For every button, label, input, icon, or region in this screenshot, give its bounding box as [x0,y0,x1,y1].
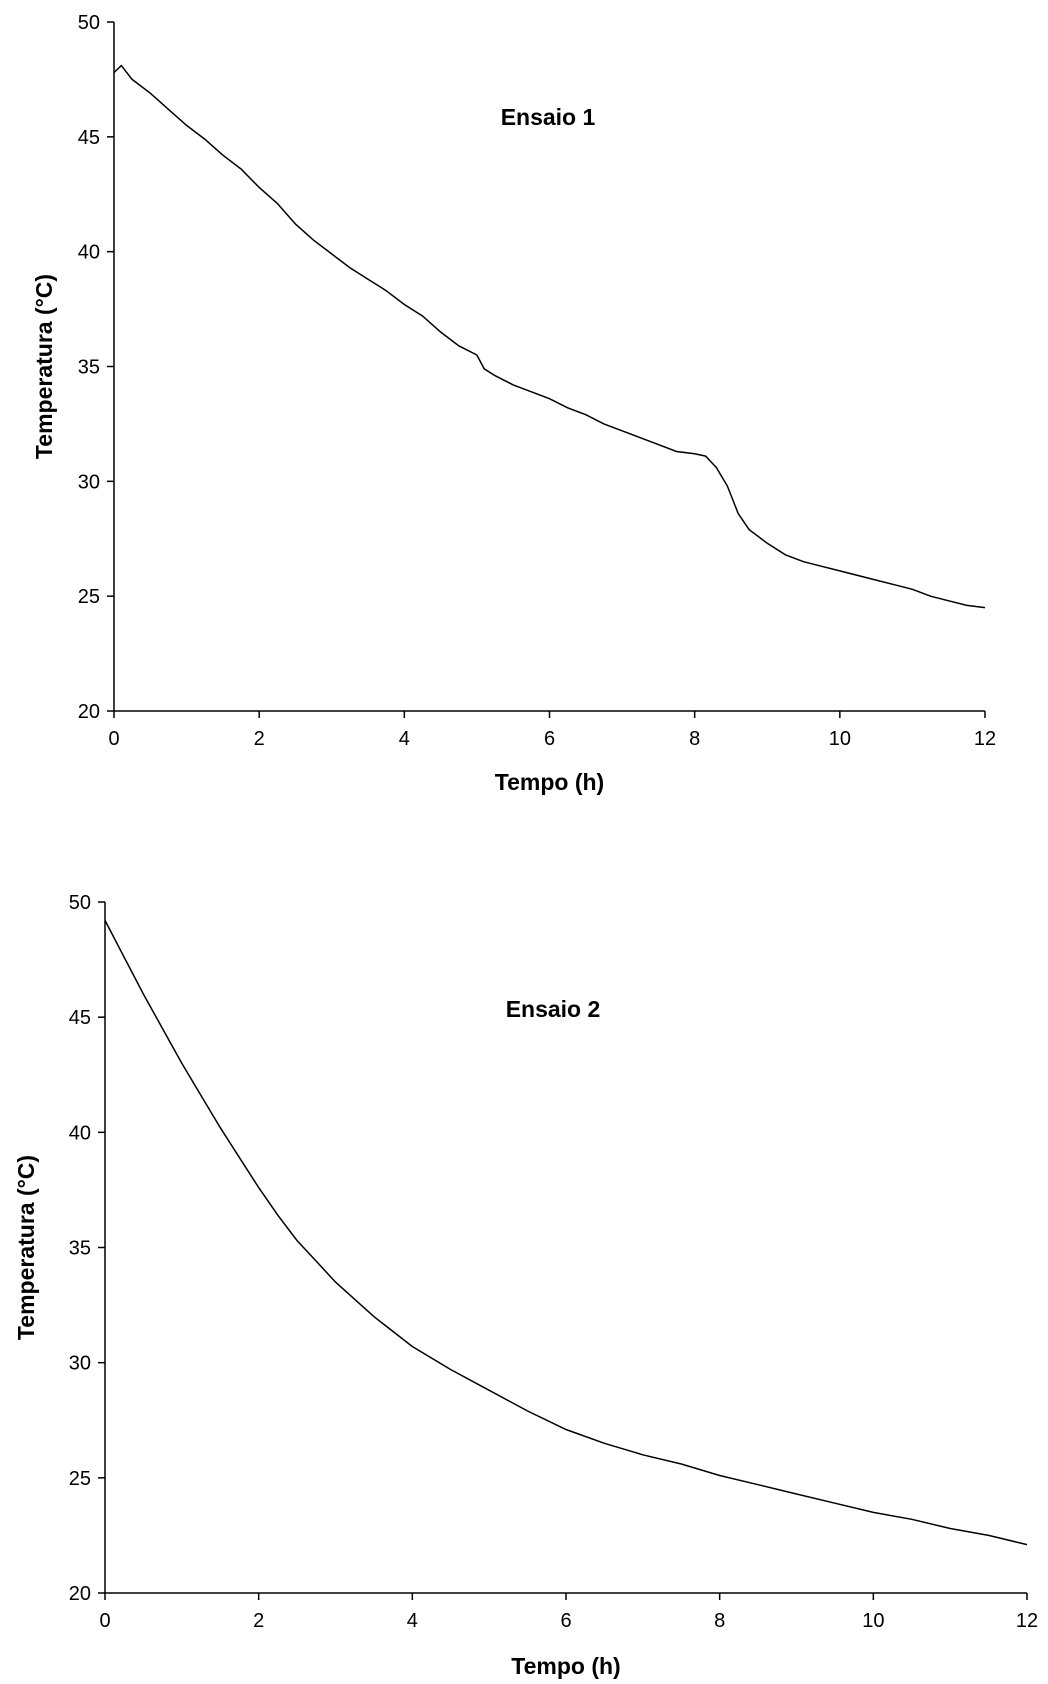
x-tick-label: 12 [974,728,996,750]
x-tick-label: 2 [254,728,265,750]
chart-ensaio-1: 20 25 30 35 40 45 50 0 2 4 6 8 10 12 Ensaio 1 Tempo … [31,12,996,795]
chart-ensaio-1-svg: 20 25 30 35 40 45 50 0 2 4 6 8 10 12 Ensaio 1 Tempo … [31,12,996,795]
x-axis-label: Tempo (h) [495,769,604,795]
x-tick-label: 6 [544,728,555,750]
y-tick-label: 30 [69,1353,91,1375]
x-tick-label: 4 [399,728,410,750]
y-axis-label: Temperatura (°C) [31,274,57,459]
x-tick-label: 2 [253,1610,264,1632]
x-tick-label: 4 [407,1610,418,1632]
y-tick-label: 45 [69,1007,91,1029]
y-tick-label: 30 [78,471,100,493]
y-tick-label: 45 [78,127,100,149]
x-tick-label: 0 [99,1610,110,1632]
y-tick-label: 20 [69,1583,91,1605]
series-line-ensaio-2 [104,920,1028,1546]
x-tick-label: 8 [689,728,700,750]
x-tick-label: 6 [560,1610,571,1632]
annotation-ensaio-1: Ensaio 1 [501,104,596,130]
x-axis-label: Tempo (h) [511,1653,620,1679]
y-tick-label: 40 [78,242,100,264]
y-tick-label: 35 [78,357,100,379]
y-tick-label: 25 [78,586,100,608]
y-tick-label: 50 [78,12,100,34]
y-tick-label: 25 [69,1468,91,1490]
y-tick-label: 35 [69,1238,91,1260]
series-line-ensaio-1 [113,64,986,609]
chart-ensaio-2: 20 25 30 35 40 45 50 0 2 4 6 8 10 12 Ensaio 2 Tempo … [0,842,1048,1684]
x-tick-label: 10 [862,1610,884,1632]
y-tick-label: 50 [69,892,91,914]
x-tick-label: 0 [108,728,119,750]
x-tick-label: 10 [829,728,851,750]
y-axis-label: Temperatura (°C) [13,1155,39,1340]
x-tick-label: 8 [714,1610,725,1632]
y-tick-label: 40 [69,1122,91,1144]
y-tick-label: 20 [78,701,100,723]
annotation-ensaio-2: Ensaio 2 [506,996,601,1022]
x-tick-label: 12 [1016,1610,1038,1632]
chart-ensaio-2-svg: 20 25 30 35 40 45 50 0 2 4 6 8 10 12 Ensaio 2 Tempo … [13,892,1038,1679]
